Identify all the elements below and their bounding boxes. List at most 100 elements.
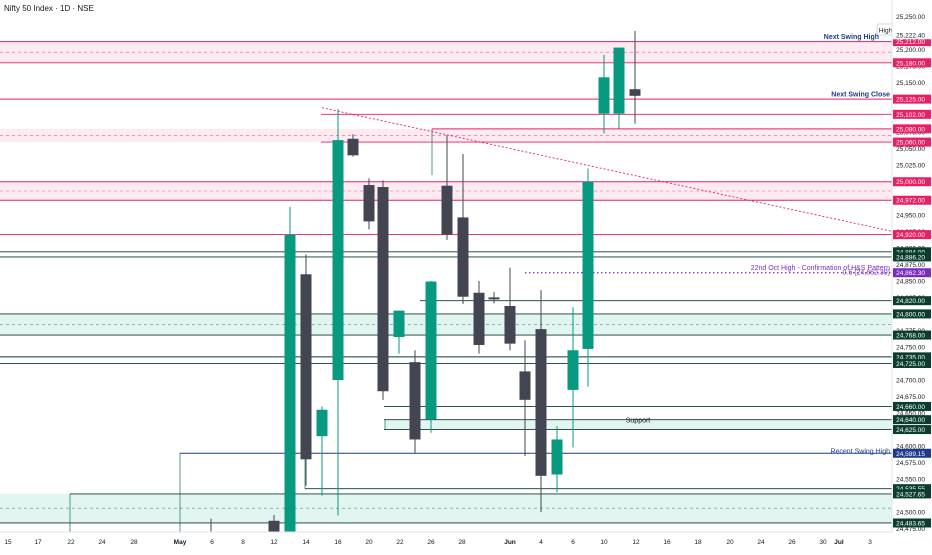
- price-tag-0: [893, 37, 931, 47]
- candle-body-5: [332, 140, 344, 380]
- price-tag-9: [893, 247, 931, 257]
- candle-body-21: [582, 181, 594, 349]
- x-tick-12: 22: [396, 539, 404, 546]
- annotation-0: Next Swing High: [824, 34, 879, 41]
- y-tick-2: 25,200.00: [896, 47, 925, 54]
- price-tag-10: [893, 252, 931, 262]
- x-tick-13: 26: [427, 539, 435, 546]
- x-tick-14: 28: [458, 539, 466, 546]
- price-tag-3: [893, 109, 931, 119]
- x-tick-19: 12: [632, 539, 640, 546]
- price-tag-7: [893, 195, 931, 205]
- candle-body-23: [613, 47, 625, 114]
- x-tick-7: 8: [241, 539, 245, 546]
- price-tag-label-5: 25,060.00: [896, 140, 925, 147]
- y-tick-16: 24,850.00: [896, 278, 925, 285]
- x-tick-3: 24: [98, 539, 106, 546]
- x-tick-21: 18: [694, 539, 702, 546]
- x-tick-17: 6: [571, 539, 575, 546]
- x-tick-2: 22: [67, 539, 75, 546]
- candle-body-11: [425, 281, 437, 420]
- y-tick-26: 24,600.00: [896, 444, 925, 451]
- candle-body-20: [567, 350, 579, 390]
- annotation-2: 22nd Oct High - Confirmation of H&S Patt…: [751, 265, 890, 272]
- price-tag-label-0: 25,212.00: [896, 39, 925, 46]
- price-tag-17: [893, 415, 931, 425]
- x-tick-9: 14: [302, 539, 310, 546]
- y-tick-12: 24,950.00: [896, 212, 925, 219]
- candle-body-9: [393, 310, 405, 338]
- price-tag-20: [893, 484, 931, 494]
- y-tick-31: 24,475.00: [896, 526, 925, 533]
- candle-body-7: [363, 185, 375, 222]
- y-tick-22: 24,700.00: [896, 378, 925, 385]
- price-tag-6: [893, 177, 931, 187]
- annotation-1: Next Swing Close: [831, 92, 890, 99]
- price-tag-label-7: 24,972.00: [896, 198, 925, 205]
- y-tick-24: 24,650.00: [896, 411, 925, 418]
- price-tag-22: [893, 518, 931, 528]
- price-tag-2: [893, 94, 931, 104]
- x-tick-0: 15: [4, 539, 12, 546]
- x-tick-25: 30: [819, 539, 827, 546]
- candle-body-13: [457, 217, 469, 297]
- y-tick-4: 25,150.00: [896, 80, 925, 87]
- chart-title: Nifty 50 Index · 1D · NSE: [4, 4, 94, 13]
- x-tick-4: 28: [130, 539, 138, 546]
- price-tag-label-2: 25,125.00: [896, 97, 925, 104]
- y-tick-8: 25,050.00: [896, 146, 925, 153]
- price-tag-18: [893, 425, 931, 435]
- y-tick-20: 24,750.00: [896, 344, 925, 351]
- x-tick-1: 17: [34, 539, 42, 546]
- y-tick-0: 25,250.00: [896, 14, 925, 21]
- x-axis-bg: [0, 532, 932, 550]
- x-tick-23: 24: [757, 539, 765, 546]
- y-tick-9: 25,025.00: [896, 163, 925, 170]
- candle-body-19: [551, 439, 563, 475]
- x-tick-22: 20: [726, 539, 734, 546]
- candle-body-2: [284, 234, 296, 539]
- price-tag-15: [893, 358, 931, 368]
- x-tick-26: Jul: [834, 539, 844, 546]
- special-tag-label-0: 25,222.40: [896, 32, 925, 39]
- price-tag-label-6: 25,000.00: [896, 179, 925, 186]
- candle-body-10: [409, 362, 421, 440]
- price-tag-12: [893, 309, 931, 319]
- candle-body-24: [629, 89, 641, 96]
- high-badge-label: High: [879, 28, 893, 35]
- price-tag-13: [893, 330, 931, 340]
- price-tag-label-11: 24,820.00: [896, 298, 925, 305]
- price-tag-label-8: 24,920.00: [896, 232, 925, 239]
- x-tick-8: 12: [270, 539, 278, 546]
- x-tick-10: 16: [334, 539, 342, 546]
- price-tag-label-10: 24,886.20: [896, 254, 925, 261]
- x-axis-ticks: 15 17 22 24 28 May 6 8 12 14 16 20 22 26 28 Jun 4 6 10 12 16…: [4, 539, 872, 546]
- annotation-3: 0.5 (24,862.30): [843, 269, 890, 276]
- candle-body-16: [504, 305, 516, 344]
- price-tag-16: [893, 401, 931, 411]
- candle-body-15: [488, 297, 500, 300]
- candle-body-6: [347, 138, 359, 156]
- price-tag-21: [893, 489, 931, 499]
- candle-body-14: [473, 292, 485, 345]
- price-tag-label-18: 24,625.00: [896, 427, 925, 434]
- y-tick-15: 24,875.00: [896, 262, 925, 269]
- price-tag-label-16: 24,660.00: [896, 404, 925, 411]
- candle-body-17: [519, 371, 531, 400]
- price-tag-19: [893, 448, 931, 458]
- candle-body-8: [377, 187, 389, 392]
- price-tag-label-14: 24,735.00: [896, 354, 925, 361]
- price-tag-label-17: 24,640.00: [896, 417, 925, 424]
- price-tag-label-22: 24,483.65: [896, 520, 925, 527]
- x-tick-16: 4: [539, 539, 543, 546]
- x-tick-5: May: [174, 539, 187, 546]
- price-tag-11: [893, 296, 931, 306]
- price-tag-label-3: 25,102.00: [896, 112, 925, 119]
- x-tick-18: 10: [600, 539, 608, 546]
- trendline: [321, 107, 893, 232]
- x-tick-11: 20: [365, 539, 373, 546]
- price-tag-4: [893, 124, 931, 134]
- special-tag-0: [893, 30, 931, 40]
